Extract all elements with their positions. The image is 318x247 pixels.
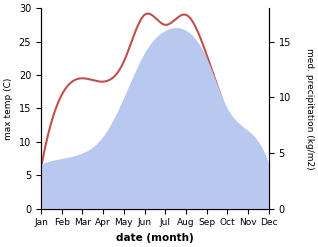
X-axis label: date (month): date (month) bbox=[116, 233, 194, 243]
Y-axis label: max temp (C): max temp (C) bbox=[4, 77, 13, 140]
Y-axis label: med. precipitation (kg/m2): med. precipitation (kg/m2) bbox=[305, 48, 314, 169]
